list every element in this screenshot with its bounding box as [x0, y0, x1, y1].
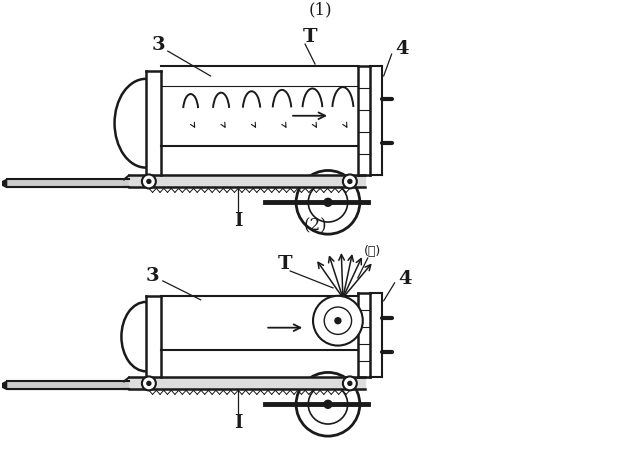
Text: 3: 3 — [146, 266, 159, 284]
Text: (口): (口) — [364, 244, 381, 257]
Circle shape — [348, 180, 352, 184]
Circle shape — [343, 175, 357, 189]
Circle shape — [324, 400, 332, 409]
Circle shape — [308, 183, 348, 223]
Circle shape — [343, 376, 357, 391]
Text: I: I — [234, 413, 243, 431]
Circle shape — [324, 199, 332, 207]
Text: (2): (2) — [303, 217, 327, 234]
Circle shape — [142, 175, 156, 189]
Circle shape — [348, 381, 352, 386]
Text: 3: 3 — [152, 36, 166, 54]
Circle shape — [296, 171, 360, 235]
Text: 4: 4 — [395, 40, 408, 58]
Circle shape — [335, 318, 341, 324]
Text: T: T — [303, 28, 317, 46]
Polygon shape — [0, 180, 6, 188]
Text: (1): (1) — [308, 2, 332, 19]
Circle shape — [308, 385, 348, 424]
Circle shape — [324, 308, 351, 335]
Circle shape — [147, 381, 151, 386]
Polygon shape — [0, 381, 6, 390]
Text: T: T — [278, 254, 292, 272]
Text: 4: 4 — [398, 269, 412, 287]
Circle shape — [313, 296, 363, 346]
Circle shape — [142, 376, 156, 391]
Circle shape — [147, 180, 151, 184]
Circle shape — [296, 373, 360, 436]
Text: I: I — [234, 212, 243, 230]
